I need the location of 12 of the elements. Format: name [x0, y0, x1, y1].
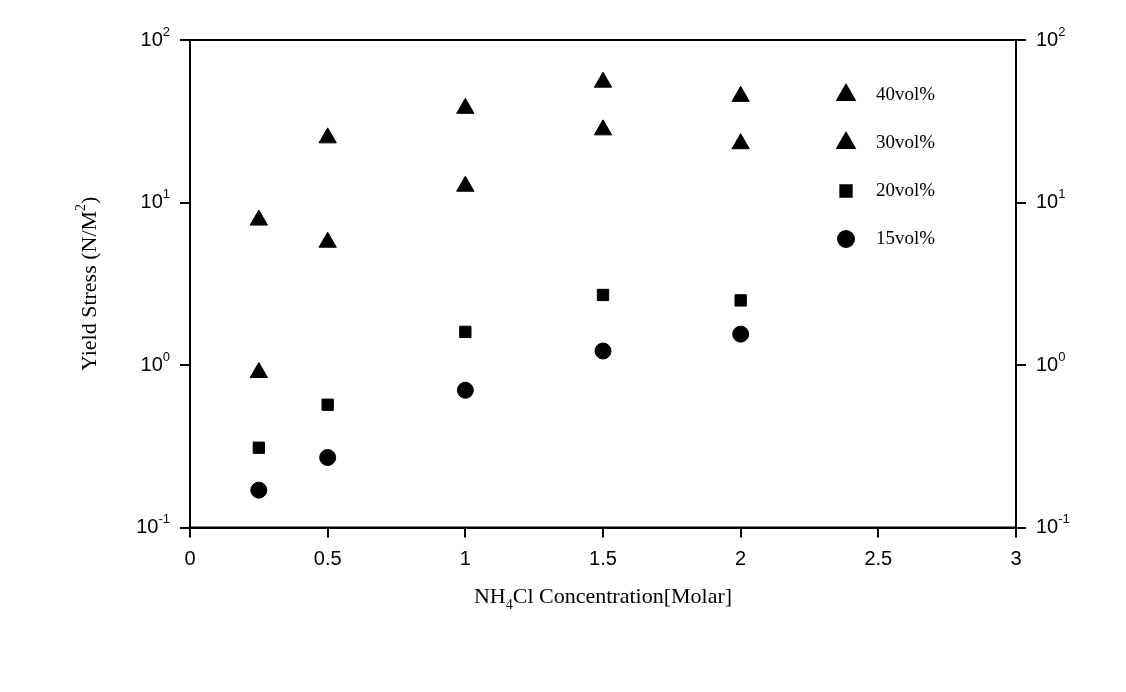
x-tick-label: 2.5 — [864, 547, 893, 570]
legend-label: 30vol% — [876, 130, 936, 152]
legend-label: 15vol% — [876, 226, 936, 248]
x-tick-label: 1.5 — [589, 547, 617, 570]
x-tick-label: 2 — [735, 547, 747, 570]
x-tick-label: 0.5 — [313, 547, 342, 570]
y-axis-title: Yield Stress (N/M2) — [72, 196, 101, 372]
x-tick-label: 1 — [459, 547, 471, 570]
legend-label: 20vol% — [876, 178, 936, 200]
x-tick-label: 3 — [1010, 547, 1022, 570]
legend-label: 40vol% — [876, 82, 936, 104]
x-tick-label: 0 — [184, 547, 196, 570]
